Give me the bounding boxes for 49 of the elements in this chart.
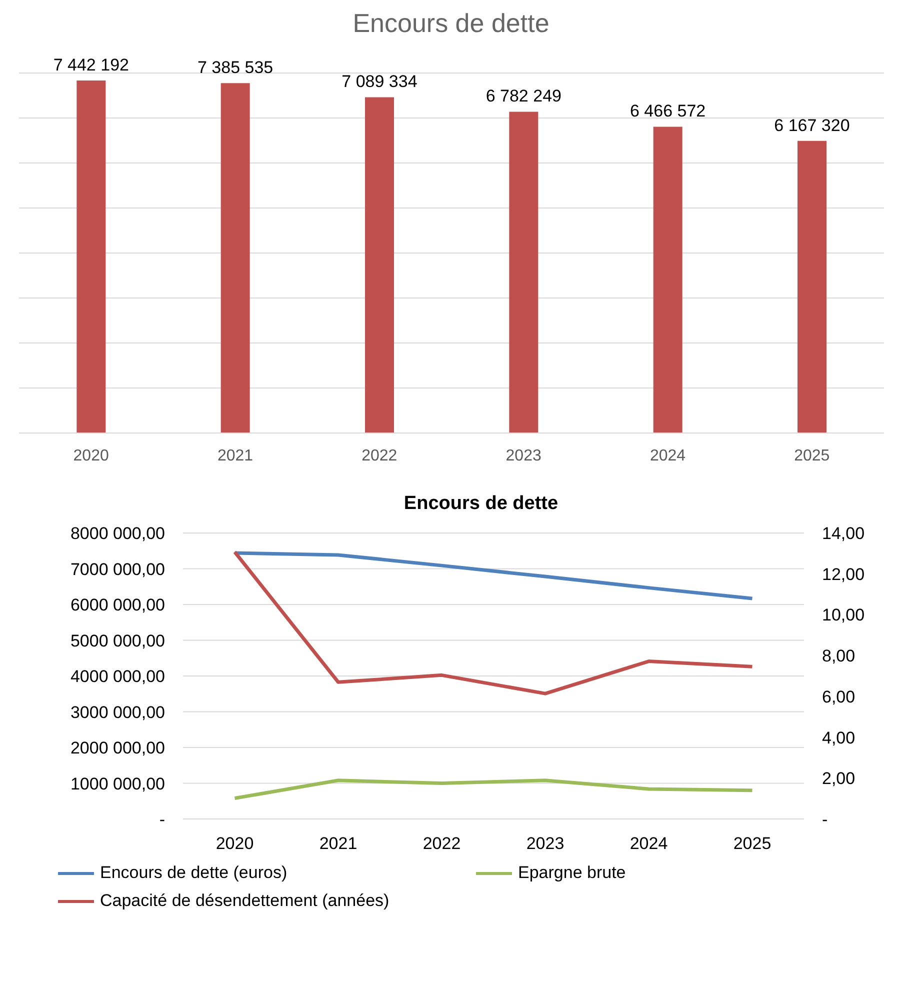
y-tick-label: 6000 000,00 bbox=[70, 596, 165, 615]
x-tick-label: 2025 bbox=[733, 834, 772, 854]
y-tick-label: 5000 000,00 bbox=[70, 631, 165, 650]
x-tick-label: 2024 bbox=[630, 834, 668, 854]
chart-title: Encours de dette bbox=[402, 493, 560, 515]
x-tick-label: 2020 bbox=[216, 834, 254, 854]
data-label: 7 442 192 bbox=[53, 55, 129, 74]
line-series bbox=[233, 778, 754, 800]
y2-tick-label: 8,00 bbox=[822, 646, 856, 666]
y2-tick-label: 10,00 bbox=[822, 606, 865, 625]
x-tick-label: 2022 bbox=[422, 834, 461, 854]
y2-tick-label: 12,00 bbox=[822, 564, 865, 584]
y-tick-label: 3000 000,00 bbox=[70, 702, 165, 722]
data-label: 7 385 535 bbox=[198, 58, 274, 78]
y-tick-label: 4000 000,00 bbox=[70, 667, 165, 686]
data-label: 7 089 334 bbox=[342, 72, 418, 92]
bar bbox=[365, 97, 394, 433]
legend-label: Capacité de désendettement (années) bbox=[100, 891, 390, 911]
y2-tick-label: 4,00 bbox=[822, 728, 856, 748]
x-tick-label: 2022 bbox=[362, 447, 398, 464]
data-label: 6 782 249 bbox=[486, 86, 562, 106]
x-tick-label: 2023 bbox=[506, 447, 542, 464]
x-tick-label: 2024 bbox=[650, 447, 686, 464]
data-label: 6 167 320 bbox=[774, 116, 850, 135]
data-label: 6 466 572 bbox=[630, 102, 706, 121]
bar bbox=[653, 126, 682, 433]
legend-label: Epargne brute bbox=[518, 863, 626, 883]
x-tick-label: 2025 bbox=[794, 447, 830, 464]
y2-tick-label: - bbox=[822, 810, 828, 830]
legend-label: Encours de dette (euros) bbox=[100, 863, 288, 883]
line-series bbox=[233, 550, 754, 696]
bar bbox=[76, 80, 106, 433]
chart-title: Encours de dette bbox=[352, 8, 550, 39]
line-series bbox=[233, 551, 754, 600]
bar bbox=[220, 83, 250, 433]
y2-tick-label: 14,00 bbox=[822, 524, 865, 544]
bar bbox=[798, 140, 826, 433]
y-tick-label: - bbox=[159, 810, 165, 830]
y-tick-label: 7000 000,00 bbox=[70, 560, 165, 579]
y-tick-label: 2000 000,00 bbox=[70, 738, 165, 758]
y2-tick-label: 2,00 bbox=[822, 769, 856, 788]
x-tick-label: 2020 bbox=[73, 447, 109, 464]
y-tick-label: 8000 000,00 bbox=[70, 524, 165, 544]
x-tick-label: 2021 bbox=[217, 447, 254, 464]
y-tick-label: 1000 000,00 bbox=[70, 774, 165, 794]
y2-tick-label: 6,00 bbox=[822, 687, 856, 706]
x-tick-label: 2023 bbox=[526, 834, 564, 854]
bar bbox=[509, 112, 538, 433]
x-tick-label: 2021 bbox=[319, 834, 358, 854]
